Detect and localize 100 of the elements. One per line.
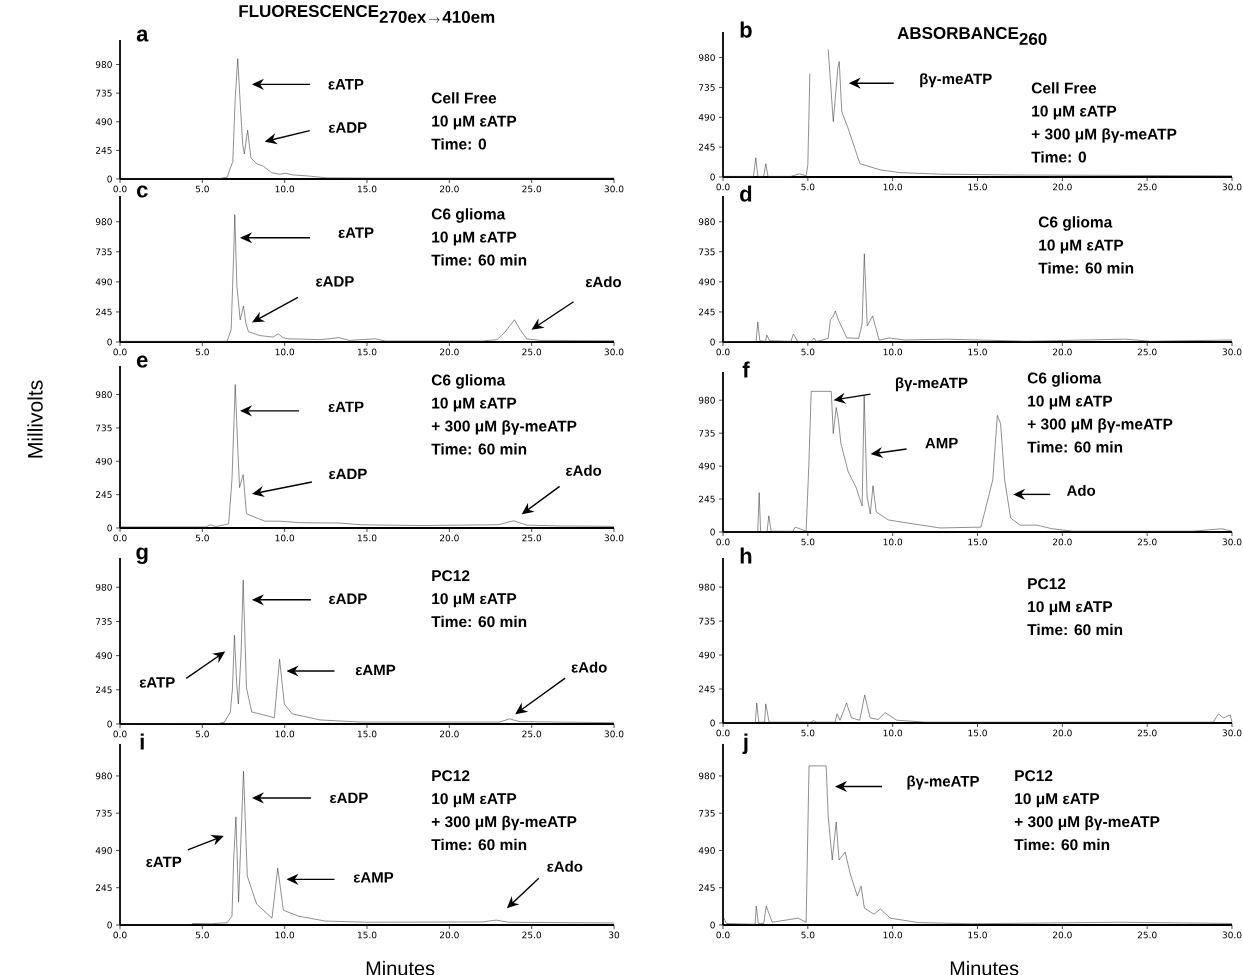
y-tick-label: 245 bbox=[95, 686, 112, 694]
y-tick-label: 0 bbox=[107, 921, 112, 929]
chart-title: a bbox=[136, 29, 149, 42]
x-tick-label: 25.0 bbox=[1137, 183, 1157, 191]
annotation: PC12 bbox=[432, 770, 470, 782]
annotation: εADP bbox=[330, 792, 368, 804]
x-tick-label: 15.0 bbox=[357, 931, 377, 939]
x-axis-title: Minutes bbox=[950, 960, 1019, 975]
x-tick-label: 5.0 bbox=[195, 534, 209, 542]
x-tick-label: 15.0 bbox=[968, 348, 987, 356]
y-tick-label: 980 bbox=[95, 583, 112, 591]
y-tick-label: 735 bbox=[699, 429, 715, 437]
y-tick-label: 980 bbox=[95, 218, 112, 226]
y-tick-label: 245 bbox=[698, 143, 715, 151]
y-tick-label: 735 bbox=[699, 617, 715, 625]
x-tick-label: 0.0 bbox=[113, 185, 127, 193]
x-tick-label: 0.0 bbox=[716, 183, 730, 191]
x-tick-label: 15.0 bbox=[357, 534, 377, 542]
x-tick-label: 25.0 bbox=[1137, 729, 1157, 737]
annotation: C6 glioma bbox=[1038, 216, 1113, 231]
annotation: 10 μM εATP bbox=[1039, 239, 1124, 254]
y-tick-label: 490 bbox=[95, 118, 112, 126]
y-tick-label: 735 bbox=[96, 809, 112, 817]
y-tick-label: 735 bbox=[96, 248, 112, 256]
x-tick-label: 30.0 bbox=[604, 185, 624, 193]
chart-title: c bbox=[136, 185, 148, 198]
annotation: Time: 60 min bbox=[1038, 262, 1134, 274]
x-tick-label: 15.0 bbox=[357, 185, 377, 193]
y-tick-label: 0 bbox=[107, 175, 112, 183]
annotation: 10 μM εATP bbox=[432, 231, 517, 246]
x-tick-label: 15.0 bbox=[968, 538, 987, 546]
x-tick-label: 20.0 bbox=[1052, 183, 1072, 191]
annotation: AMP bbox=[925, 437, 958, 449]
annotation: Time: 0 bbox=[431, 138, 486, 150]
annotation: 10 μM εATP bbox=[432, 793, 517, 808]
annotation: PC12 bbox=[1015, 770, 1053, 782]
x-tick-label: 10.0 bbox=[883, 538, 903, 546]
x-tick-label: 15.0 bbox=[357, 348, 377, 356]
annotation: εAdo bbox=[585, 276, 622, 288]
x-tick-label: 20.0 bbox=[439, 730, 459, 738]
y-tick-label: 0 bbox=[107, 338, 112, 346]
annotation: εADP bbox=[316, 276, 354, 287]
y-tick-label: 490 bbox=[698, 651, 715, 659]
y-tick-label: 735 bbox=[699, 809, 715, 817]
y-tick-label: 490 bbox=[698, 847, 715, 854]
x-tick-label: 20.0 bbox=[1052, 729, 1072, 737]
x-tick-label: 5.0 bbox=[801, 348, 815, 356]
annotation: Ado bbox=[1066, 484, 1096, 496]
x-tick-label: 15.0 bbox=[968, 183, 987, 191]
chart-title: g bbox=[136, 547, 148, 565]
y-tick-label: 245 bbox=[95, 308, 112, 316]
x-tick-label: 25.0 bbox=[522, 348, 542, 356]
y-tick-label: 735 bbox=[96, 618, 112, 625]
chart-title: h bbox=[740, 547, 752, 564]
y-tick-label: 490 bbox=[95, 278, 112, 286]
x-tick-label: 30.0 bbox=[1222, 538, 1242, 546]
annotation: Time: 60 min bbox=[431, 615, 527, 628]
annotation: εADP bbox=[329, 468, 367, 480]
y-tick-label: 490 bbox=[698, 462, 715, 470]
annotation: εATP bbox=[146, 856, 182, 868]
annotation: Cell Free bbox=[431, 92, 497, 104]
annotation: 10 μM εATP bbox=[432, 593, 517, 608]
annotation: 10 μM εATP bbox=[432, 397, 517, 412]
y-tick-label: 245 bbox=[698, 308, 715, 316]
x-tick-label: 5.0 bbox=[801, 931, 815, 939]
x-tick-label: 5.0 bbox=[801, 538, 815, 546]
annotation: + 300 μM βγ-meATP bbox=[431, 420, 577, 435]
y-tick-label: 980 bbox=[698, 772, 715, 780]
x-tick-label: 20.0 bbox=[1052, 538, 1072, 546]
x-tick-label: 10.0 bbox=[883, 183, 903, 191]
annotation: εAMP bbox=[353, 872, 394, 883]
chart-title: e bbox=[136, 355, 148, 368]
chart-title: b bbox=[740, 21, 752, 38]
x-axis-title: Minutes bbox=[366, 960, 435, 975]
x-tick-label: 25.0 bbox=[522, 534, 542, 542]
x-tick-label: 15.0 bbox=[357, 730, 377, 738]
y-tick-label: 980 bbox=[95, 772, 112, 780]
annotation: + 300 μM βγ-meATP bbox=[1014, 815, 1160, 831]
y-tick-label: 0 bbox=[107, 524, 112, 532]
annotation: Time: 60 min bbox=[1027, 623, 1123, 636]
annotation: εAdo bbox=[571, 661, 607, 673]
chart-subtitle: $\textbf{FLUORESCENCE}_{\textbf{270ex}\,\rightarrow\,\textbf{410em}}$ bbox=[239, 5, 495, 23]
y-tick-label: 490 bbox=[698, 278, 715, 286]
chart-subtitle: $\textbf{ABSORBANCE}_{\textbf{260}}$ bbox=[897, 27, 1047, 45]
x-tick-label: 25.0 bbox=[1137, 538, 1157, 546]
chart-title: f bbox=[742, 361, 750, 378]
x-tick-label: 10.0 bbox=[883, 729, 903, 737]
annotation: 10 μM εATP bbox=[1028, 601, 1113, 616]
chart-title: j bbox=[742, 733, 748, 755]
x-tick-label: 0.0 bbox=[716, 348, 730, 356]
x-tick-label: 25.0 bbox=[522, 931, 542, 939]
y-tick-label: 980 bbox=[95, 391, 112, 398]
x-tick-label: 0.0 bbox=[113, 730, 127, 738]
annotation: PC12 bbox=[432, 570, 470, 582]
x-tick-label: 5.0 bbox=[195, 730, 209, 738]
y-tick-label: 0 bbox=[710, 528, 715, 536]
x-tick-label: 25.0 bbox=[1137, 348, 1157, 356]
y-tick-label: 0 bbox=[710, 921, 715, 929]
x-tick-label: 0.0 bbox=[716, 538, 730, 546]
x-tick-label: 30.0 bbox=[1222, 729, 1242, 737]
